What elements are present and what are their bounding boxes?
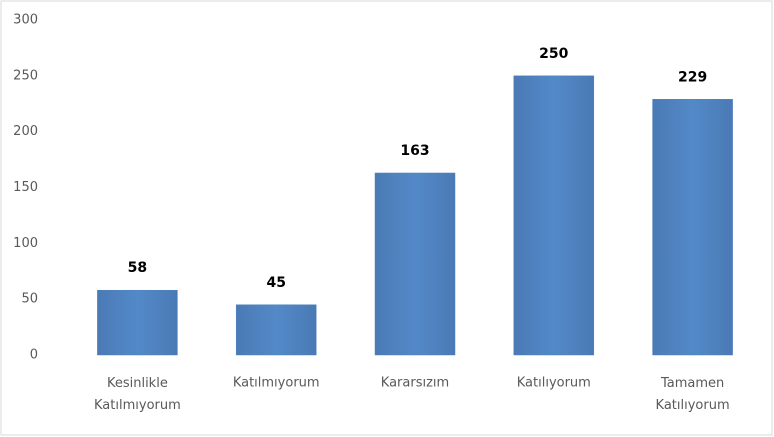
x-tick-label: Tamamen Katılıyorum — [656, 376, 730, 413]
value-label: 163 — [400, 143, 429, 159]
y-tick-label: 0 — [30, 348, 38, 363]
bar — [235, 304, 317, 356]
value-label: 45 — [266, 275, 285, 291]
bar — [652, 99, 733, 356]
value-label: 250 — [539, 46, 568, 62]
y-tick-label: 150 — [13, 180, 38, 195]
x-tick-label: Kesinlikle Katılmıyorum — [94, 376, 181, 413]
y-tick-label: 200 — [13, 124, 38, 139]
x-tick-label: Katılıyorum — [517, 376, 591, 391]
y-tick-label: 100 — [13, 236, 38, 251]
y-tick-label: 50 — [21, 292, 38, 307]
bar — [97, 289, 178, 356]
x-tick-label: Kararsızım — [381, 376, 449, 391]
x-tick-label: Katılmıyorum — [233, 376, 320, 391]
y-tick-label: 250 — [13, 68, 38, 83]
value-label: 58 — [128, 260, 147, 276]
bar — [513, 75, 595, 356]
y-tick-label: 300 — [13, 13, 38, 28]
value-label: 229 — [678, 69, 707, 85]
bar — [374, 172, 456, 356]
